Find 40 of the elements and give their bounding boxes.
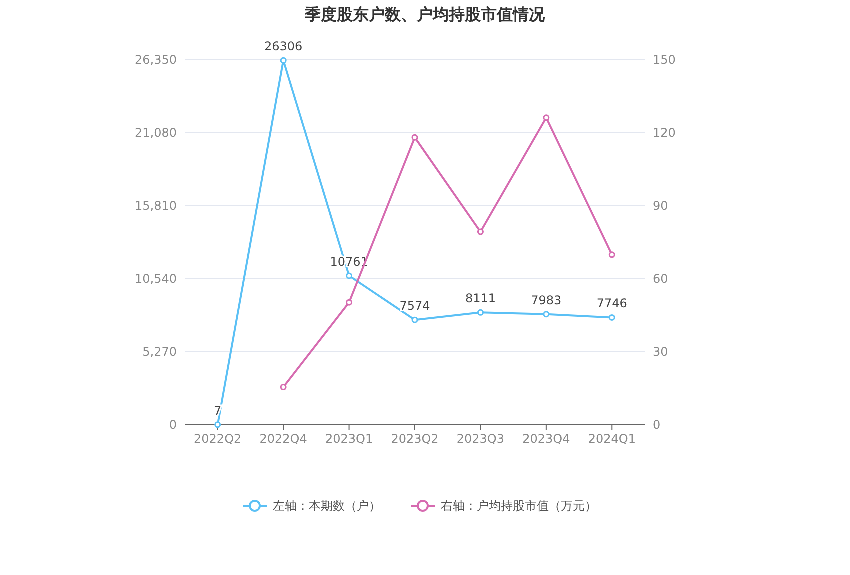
x-tick-label: 2023Q1 [325, 432, 374, 446]
data-label: 8111 [465, 292, 496, 306]
y2-tick-label: 120 [653, 126, 676, 140]
x-tick-label: 2023Q4 [522, 432, 570, 446]
legend-label: 右轴：户均持股市值（万元） [441, 499, 597, 513]
point [477, 309, 484, 316]
point [346, 272, 353, 280]
point [477, 228, 484, 236]
point [543, 114, 550, 122]
y-tick-label: 21,080 [135, 126, 177, 140]
point [543, 311, 550, 318]
legend-label: 左轴：本期数（户） [273, 499, 381, 513]
x-tick-label: 2022Q4 [260, 432, 308, 446]
point [412, 316, 418, 324]
point [346, 299, 353, 306]
data-label: 26306 [264, 40, 303, 54]
y2-tick-label: 60 [653, 272, 668, 286]
y2-tick-label: 30 [653, 345, 668, 359]
y2-tick-label: 150 [653, 53, 676, 67]
y-tick-label: 15,810 [135, 199, 177, 213]
data-label: 7746 [596, 296, 628, 311]
data-label: 7983 [531, 293, 562, 308]
chart-title: 季度股东户数、户均持股市值情况 [304, 5, 546, 24]
y2-tick-label: 90 [653, 199, 668, 213]
point [214, 422, 222, 428]
point [412, 134, 418, 141]
x-tick-label: 2023Q2 [391, 432, 439, 446]
x-tick-label: 2024Q1 [588, 432, 636, 446]
x-tick-label: 2022Q2 [194, 432, 242, 446]
y-tick-label: 5,270 [142, 345, 177, 359]
y-tick-label: 10,540 [135, 272, 177, 286]
data-label: 7574 [400, 299, 430, 314]
y-tick-label: 26,350 [135, 53, 177, 67]
point [280, 57, 287, 64]
point [608, 314, 616, 321]
y2-tick-label: 0 [653, 418, 661, 432]
y-tick-label: 0 [169, 418, 177, 432]
point [280, 384, 287, 391]
x-tick-label: 2023Q3 [456, 432, 505, 446]
point [608, 252, 616, 258]
